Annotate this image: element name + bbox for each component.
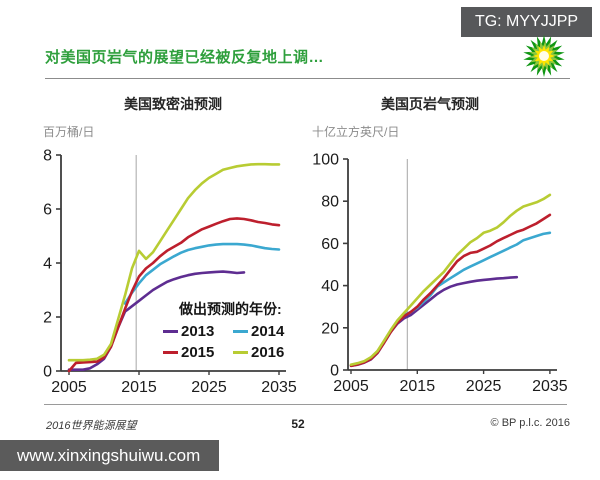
- svg-text:8: 8: [43, 148, 52, 165]
- legend-label-2013: 2013: [181, 323, 215, 340]
- legend-swatch-2013: [163, 330, 178, 333]
- chart-title-tight-oil: 美国致密油预测: [124, 96, 222, 112]
- legend-item-2014: 2014: [233, 323, 303, 340]
- legend-swatch-2014: [233, 330, 248, 333]
- svg-text:40: 40: [321, 278, 339, 295]
- svg-text:0: 0: [43, 364, 52, 381]
- legend-label-2014: 2014: [251, 323, 285, 340]
- chart-title-shale-gas: 美国页岩气预测: [381, 96, 479, 112]
- svg-text:80: 80: [321, 194, 339, 211]
- legend-label-2016: 2016: [251, 344, 285, 361]
- page-title: 对美国页岩气的展望已经被反复地上调…: [45, 49, 325, 66]
- legend-item-2016: 2016: [233, 344, 303, 361]
- footer-copyright: © BP p.l.c. 2016: [490, 417, 570, 429]
- watermark-text: www.xinxingshuiwu.com: [17, 445, 201, 465]
- footer-divider: [44, 404, 567, 405]
- shale-gas-line-chart: 0 20 40 60 80 100 2005 2015 2025 2035: [312, 152, 568, 396]
- tg-banner-text: TG: MYYJJPP: [474, 13, 579, 30]
- chart-tight-oil: 美国致密油预测 百万桶/日 0 2 4 6 8 2005 2015 2025 2035: [28, 92, 308, 402]
- svg-text:6: 6: [43, 202, 52, 219]
- svg-text:100: 100: [312, 152, 339, 169]
- svg-text:60: 60: [321, 236, 339, 253]
- legend-swatch-2015: [163, 351, 178, 354]
- chart-shale-gas: 美国页岩气预测 十亿立方英尺/日 0 20 40 60 80 100 2005 2015 202…: [312, 92, 600, 402]
- tight-oil-line-chart: 0 2 4 6 8 2005 2015 2025 2035: [43, 148, 297, 397]
- svg-text:2005: 2005: [333, 378, 369, 395]
- chart-unit-label-tight-oil: 百万桶/日: [43, 125, 95, 139]
- bp-helios-logo-icon: [523, 35, 565, 77]
- svg-text:2005: 2005: [51, 379, 87, 396]
- header-divider: [45, 78, 570, 79]
- svg-text:2025: 2025: [466, 378, 502, 395]
- legend-label-2015: 2015: [181, 344, 215, 361]
- svg-text:2: 2: [43, 310, 52, 327]
- legend-item-2015: 2015: [163, 344, 233, 361]
- legend-title: 做出预测的年份:: [179, 301, 282, 317]
- svg-text:2015: 2015: [400, 378, 436, 395]
- svg-text:2015: 2015: [121, 379, 157, 396]
- chart-unit-label-shale-gas: 十亿立方英尺/日: [312, 125, 400, 139]
- chart-legend: 做出预测的年份: 2013 2014 2015 2016: [163, 299, 313, 361]
- page-number: 52: [291, 417, 305, 431]
- svg-text:20: 20: [321, 320, 339, 337]
- tg-banner: TG: MYYJJPP: [461, 7, 592, 37]
- svg-text:4: 4: [43, 256, 52, 273]
- legend-swatch-2016: [233, 351, 248, 354]
- svg-text:2035: 2035: [261, 379, 297, 396]
- legend-item-2013: 2013: [163, 323, 233, 340]
- svg-text:2035: 2035: [532, 378, 568, 395]
- svg-text:2025: 2025: [191, 379, 227, 396]
- svg-text:0: 0: [330, 363, 339, 380]
- watermark-banner: www.xinxingshuiwu.com: [0, 440, 219, 471]
- footer-publication: 2016世界能源展望: [46, 420, 137, 432]
